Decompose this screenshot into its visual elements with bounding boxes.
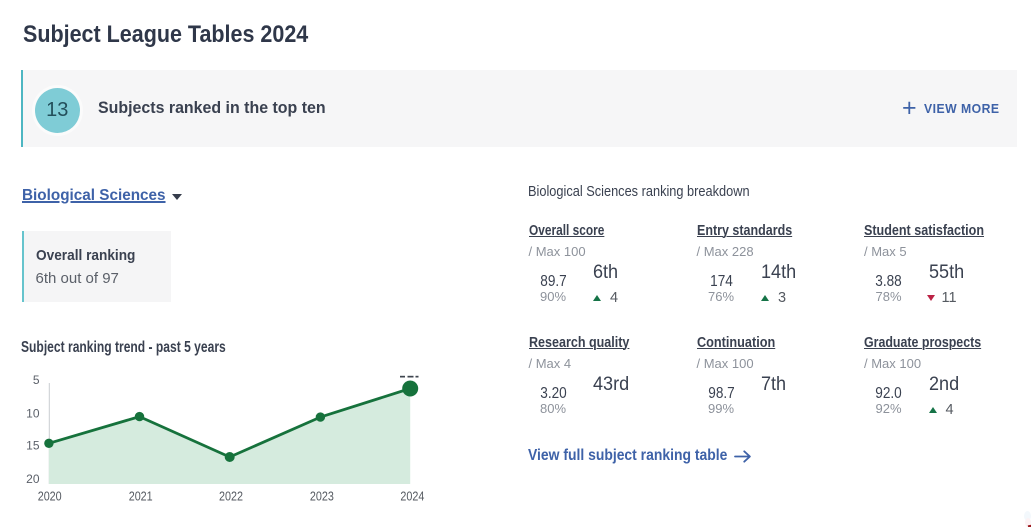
svg-text:15: 15 xyxy=(26,439,40,453)
svg-text:10: 10 xyxy=(26,407,40,421)
svg-text:5: 5 xyxy=(33,373,40,387)
svg-text:2024: 2024 xyxy=(400,490,424,504)
svg-text:20: 20 xyxy=(26,472,40,486)
svg-text:2023: 2023 xyxy=(310,490,334,504)
svg-text:2020: 2020 xyxy=(38,490,62,504)
svg-text:2022: 2022 xyxy=(219,490,243,504)
svg-text:2021: 2021 xyxy=(129,490,153,504)
